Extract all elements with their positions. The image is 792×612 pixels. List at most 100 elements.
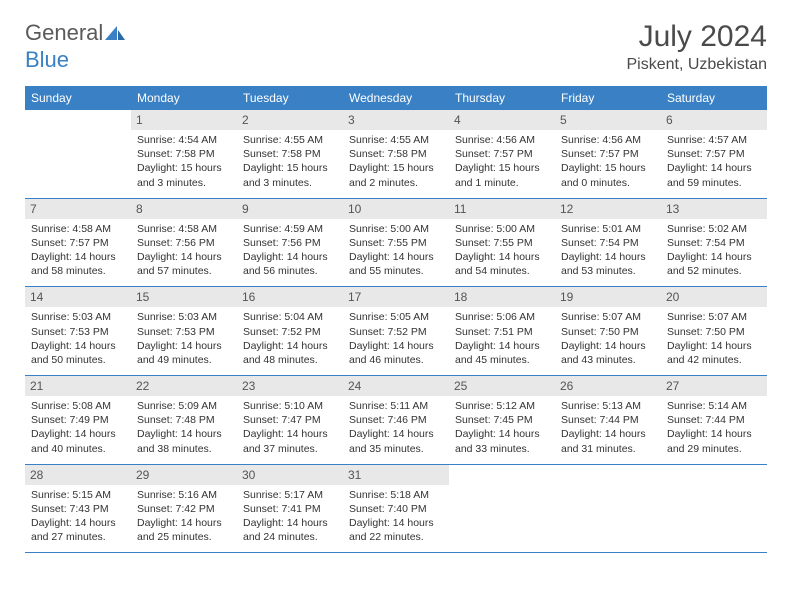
day-number: 5	[555, 110, 661, 130]
calendar-day-cell: 7 Sunrise: 4:58 AMSunset: 7:57 PMDaylight…	[25, 198, 131, 287]
weekday-header: Wednesday	[343, 86, 449, 110]
location-text: Piskent, Uzbekistan	[626, 56, 767, 74]
day-number: 17	[343, 287, 449, 307]
sail-icon	[105, 24, 125, 43]
day-details: Sunrise: 4:56 AMSunset: 7:57 PMDaylight:…	[455, 133, 549, 190]
day-number: 26	[555, 376, 661, 396]
calendar-day-cell: 12 Sunrise: 5:01 AMSunset: 7:54 PMDayligh…	[555, 198, 661, 287]
day-number: 27	[661, 376, 767, 396]
day-details: Sunrise: 4:57 AMSunset: 7:57 PMDaylight:…	[667, 133, 761, 190]
day-number: 29	[131, 465, 237, 485]
weekday-header: Sunday	[25, 86, 131, 110]
day-number: 9	[237, 199, 343, 219]
day-number: 25	[449, 376, 555, 396]
day-number: 3	[343, 110, 449, 130]
calendar-day-cell: 11Sunrise: 5:00 AMSunset: 7:55 PMDayligh…	[449, 198, 555, 287]
day-number: 14	[25, 287, 131, 307]
calendar-day-cell: 17 Sunrise: 5:05 AMSunset: 7:52 PMDayligh…	[343, 287, 449, 376]
day-number: 30	[237, 465, 343, 485]
day-number: 2	[237, 110, 343, 130]
day-details: Sunrise: 5:17 AMSunset: 7:41 PMDaylight:…	[243, 488, 337, 545]
calendar-day-cell: 20Sunrise: 5:07 AMSunset: 7:50 PMDayligh…	[661, 287, 767, 376]
calendar-day-cell: 22 Sunrise: 5:09 AMSunset: 7:48 PMDayligh…	[131, 376, 237, 465]
day-details: Sunrise: 5:18 AMSunset: 7:40 PMDaylight:…	[349, 488, 443, 545]
day-number: 16	[237, 287, 343, 307]
day-number: 6	[661, 110, 767, 130]
calendar-day-cell	[555, 464, 661, 553]
day-number: 12	[555, 199, 661, 219]
calendar-day-cell: 15 Sunrise: 5:03 AMSunset: 7:53 PMDayligh…	[131, 287, 237, 376]
calendar-day-cell: 6 Sunrise: 4:57 AMSunset: 7:57 PMDaylight…	[661, 110, 767, 198]
weekday-header: Tuesday	[237, 86, 343, 110]
day-number: 1	[131, 110, 237, 130]
calendar-day-cell: 16Sunrise: 5:04 AMSunset: 7:52 PMDayligh…	[237, 287, 343, 376]
day-number: 22	[131, 376, 237, 396]
day-details: Sunrise: 5:06 AMSunset: 7:51 PMDaylight:…	[455, 310, 549, 367]
day-details: Sunrise: 5:01 AMSunset: 7:54 PMDaylight:…	[561, 222, 655, 279]
day-number: 19	[555, 287, 661, 307]
calendar-table: SundayMondayTuesdayWednesdayThursdayFrid…	[25, 86, 767, 553]
day-details: Sunrise: 5:09 AMSunset: 7:48 PMDaylight:…	[137, 399, 231, 456]
day-number: 11	[449, 199, 555, 219]
calendar-day-cell: 28 Sunrise: 5:15 AMSunset: 7:43 PMDayligh…	[25, 464, 131, 553]
calendar-day-cell: 2 Sunrise: 4:55 AMSunset: 7:58 PMDaylight…	[237, 110, 343, 198]
calendar-day-cell: 19Sunrise: 5:07 AMSunset: 7:50 PMDayligh…	[555, 287, 661, 376]
calendar-week-row: 7 Sunrise: 4:58 AMSunset: 7:57 PMDaylight…	[25, 198, 767, 287]
calendar-day-cell: 21 Sunrise: 5:08 AMSunset: 7:49 PMDayligh…	[25, 376, 131, 465]
header: General Blue July 2024 Piskent, Uzbekist…	[25, 20, 767, 74]
day-details: Sunrise: 5:03 AMSunset: 7:53 PMDaylight:…	[31, 310, 125, 367]
month-title: July 2024	[626, 20, 767, 54]
day-details: Sunrise: 5:13 AMSunset: 7:44 PMDaylight:…	[561, 399, 655, 456]
logo-text-general: General	[25, 20, 103, 45]
day-number: 23	[237, 376, 343, 396]
calendar-day-cell: 27 Sunrise: 5:14 AMSunset: 7:44 PMDayligh…	[661, 376, 767, 465]
day-details: Sunrise: 5:08 AMSunset: 7:49 PMDaylight:…	[31, 399, 125, 456]
calendar-week-row: 28 Sunrise: 5:15 AMSunset: 7:43 PMDayligh…	[25, 464, 767, 553]
calendar-day-cell: 26 Sunrise: 5:13 AMSunset: 7:44 PMDayligh…	[555, 376, 661, 465]
calendar-week-row: 14 Sunrise: 5:03 AMSunset: 7:53 PMDayligh…	[25, 287, 767, 376]
day-details: Sunrise: 4:58 AMSunset: 7:57 PMDaylight:…	[31, 222, 125, 279]
calendar-day-cell: 10Sunrise: 5:00 AMSunset: 7:55 PMDayligh…	[343, 198, 449, 287]
day-details: Sunrise: 5:03 AMSunset: 7:53 PMDaylight:…	[137, 310, 231, 367]
day-details: Sunrise: 4:55 AMSunset: 7:58 PMDaylight:…	[243, 133, 337, 190]
calendar-day-cell: 14 Sunrise: 5:03 AMSunset: 7:53 PMDayligh…	[25, 287, 131, 376]
day-number: 21	[25, 376, 131, 396]
title-block: July 2024 Piskent, Uzbekistan	[626, 20, 767, 74]
day-details: Sunrise: 4:59 AMSunset: 7:56 PMDaylight:…	[243, 222, 337, 279]
weekday-header-row: SundayMondayTuesdayWednesdayThursdayFrid…	[25, 86, 767, 110]
calendar-day-cell	[449, 464, 555, 553]
weekday-header: Saturday	[661, 86, 767, 110]
day-details: Sunrise: 5:05 AMSunset: 7:52 PMDaylight:…	[349, 310, 443, 367]
day-details: Sunrise: 5:15 AMSunset: 7:43 PMDaylight:…	[31, 488, 125, 545]
day-number: 10	[343, 199, 449, 219]
day-number: 8	[131, 199, 237, 219]
day-details: Sunrise: 5:02 AMSunset: 7:54 PMDaylight:…	[667, 222, 761, 279]
logo: General Blue	[25, 20, 125, 73]
calendar-day-cell: 4Sunrise: 4:56 AMSunset: 7:57 PMDaylight…	[449, 110, 555, 198]
calendar-day-cell	[25, 110, 131, 198]
day-number: 7	[25, 199, 131, 219]
calendar-day-cell: 9 Sunrise: 4:59 AMSunset: 7:56 PMDaylight…	[237, 198, 343, 287]
day-details: Sunrise: 5:14 AMSunset: 7:44 PMDaylight:…	[667, 399, 761, 456]
day-details: Sunrise: 4:55 AMSunset: 7:58 PMDaylight:…	[349, 133, 443, 190]
calendar-day-cell: 5 Sunrise: 4:56 AMSunset: 7:57 PMDaylight…	[555, 110, 661, 198]
calendar-day-cell: 30 Sunrise: 5:17 AMSunset: 7:41 PMDayligh…	[237, 464, 343, 553]
weekday-header: Thursday	[449, 86, 555, 110]
day-number: 15	[131, 287, 237, 307]
calendar-day-cell: 29Sunrise: 5:16 AMSunset: 7:42 PMDayligh…	[131, 464, 237, 553]
day-details: Sunrise: 5:11 AMSunset: 7:46 PMDaylight:…	[349, 399, 443, 456]
day-number: 18	[449, 287, 555, 307]
day-number: 28	[25, 465, 131, 485]
day-details: Sunrise: 5:07 AMSunset: 7:50 PMDaylight:…	[667, 310, 761, 367]
day-details: Sunrise: 4:56 AMSunset: 7:57 PMDaylight:…	[561, 133, 655, 190]
calendar-day-cell: 13Sunrise: 5:02 AMSunset: 7:54 PMDayligh…	[661, 198, 767, 287]
calendar-week-row: 1 Sunrise: 4:54 AMSunset: 7:58 PMDaylight…	[25, 110, 767, 198]
calendar-day-cell: 3 Sunrise: 4:55 AMSunset: 7:58 PMDaylight…	[343, 110, 449, 198]
logo-text-blue: Blue	[25, 47, 69, 72]
calendar-day-cell: 23Sunrise: 5:10 AMSunset: 7:47 PMDayligh…	[237, 376, 343, 465]
day-details: Sunrise: 4:58 AMSunset: 7:56 PMDaylight:…	[137, 222, 231, 279]
calendar-day-cell: 1 Sunrise: 4:54 AMSunset: 7:58 PMDaylight…	[131, 110, 237, 198]
day-number: 24	[343, 376, 449, 396]
weekday-header: Friday	[555, 86, 661, 110]
day-details: Sunrise: 4:54 AMSunset: 7:58 PMDaylight:…	[137, 133, 231, 190]
